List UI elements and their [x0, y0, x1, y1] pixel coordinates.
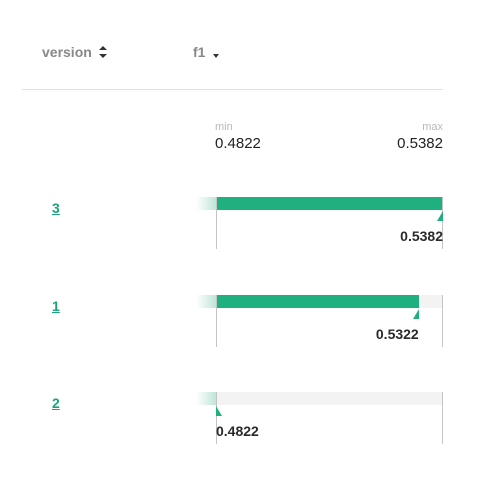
scale-max-label: max: [422, 121, 443, 133]
bar-fill: [216, 295, 419, 308]
sort-descending-icon: [213, 54, 220, 58]
column-header-version-label: version: [42, 44, 92, 60]
min-marker-line: [216, 197, 217, 249]
min-marker-line: [216, 392, 217, 444]
column-header-version[interactable]: version: [42, 44, 108, 60]
f1-value: 0.4822: [216, 423, 259, 439]
version-link[interactable]: 2: [52, 395, 60, 411]
value-pointer-icon: [437, 211, 443, 221]
scale-max-value: 0.5382: [397, 135, 443, 152]
scale-min-value: 0.4822: [215, 135, 261, 152]
value-pointer-icon: [216, 406, 222, 416]
f1-value: 0.5382: [400, 228, 443, 244]
f1-bar-row: 0.5322: [196, 295, 443, 347]
bar-track: [196, 392, 443, 405]
f1-bar-row: 0.5382: [196, 197, 443, 249]
scale-min-label: min: [215, 121, 233, 133]
sort-both-icon: [98, 46, 107, 58]
bar-fade: [196, 197, 216, 210]
min-marker-line: [216, 295, 217, 347]
value-pointer-icon: [412, 309, 419, 319]
max-marker-line: [442, 392, 443, 444]
f1-value: 0.5322: [375, 326, 419, 342]
f1-bar-row: 0.4822: [196, 392, 443, 444]
bar-fill: [216, 197, 443, 210]
bar-fade: [196, 392, 216, 405]
max-marker-line: [442, 295, 443, 347]
column-header-f1-label: f1: [193, 44, 206, 60]
header-divider: [22, 89, 443, 90]
max-marker-line: [442, 197, 443, 249]
version-link[interactable]: 3: [52, 200, 60, 216]
column-header-f1[interactable]: f1: [193, 44, 221, 60]
version-link[interactable]: 1: [52, 298, 60, 314]
bar-fade: [196, 295, 216, 308]
